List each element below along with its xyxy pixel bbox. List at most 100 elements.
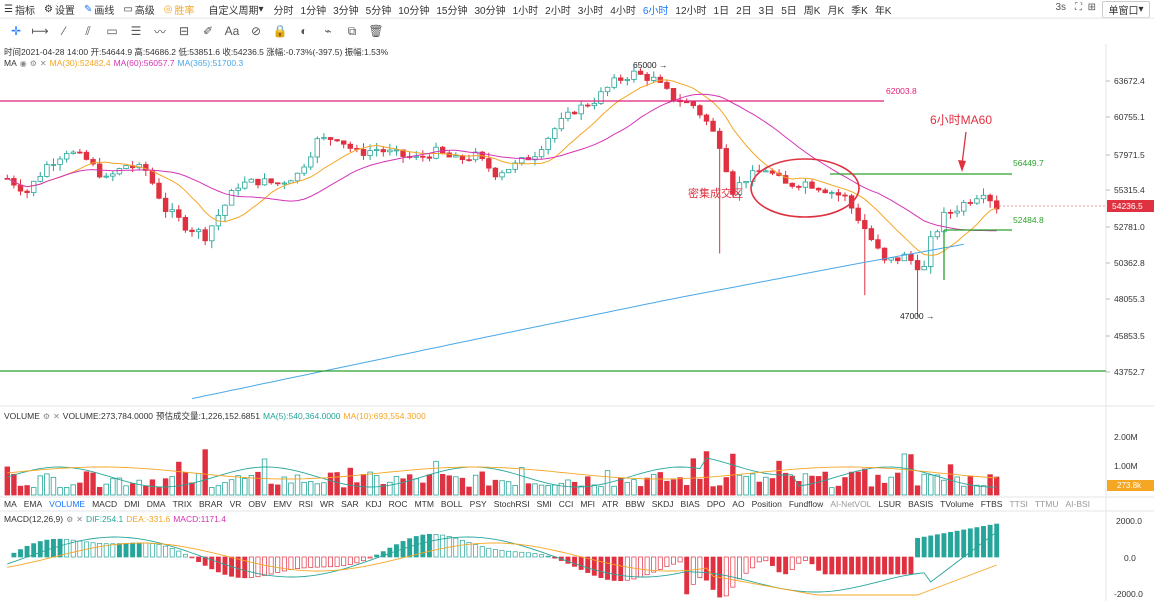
indicator-tab-ftbs[interactable]: FTBS [980, 499, 1003, 509]
indicator-tab-basis[interactable]: BASIS [908, 499, 934, 509]
toolbar-1-button[interactable]: ⚙ 设置 [44, 2, 75, 17]
period-8-tab[interactable]: 2小时 [545, 5, 571, 17]
period-13-tab[interactable]: 1日 [713, 5, 730, 17]
period-18-tab[interactable]: 月K [827, 5, 845, 17]
toolbar-2-button[interactable]: ✎ 画线 [84, 2, 114, 17]
indicator-tab-fundflow[interactable]: Fundflow [788, 499, 824, 509]
period-6-tab[interactable]: 30分钟 [474, 5, 506, 17]
indicator-tab-vr[interactable]: VR [229, 499, 242, 509]
trend-line-icon[interactable]: ⁄ [62, 24, 65, 38]
indicator-tab-cci[interactable]: CCI [558, 499, 574, 509]
indicator-tab-ai-netvol[interactable]: AI-NetVOL [830, 499, 872, 509]
period-16-tab[interactable]: 5日 [781, 5, 797, 17]
clear-icon[interactable]: 🗑 [368, 24, 384, 38]
indicator-tab-emv[interactable]: EMV [273, 499, 292, 509]
indicator-tab-ai-bsi[interactable]: AI-BSI [1065, 499, 1091, 509]
indicator-tab-ttsi[interactable]: TTSI [1009, 499, 1028, 509]
indicator-tab-dma[interactable]: DMA [146, 499, 166, 509]
indicator-tab-atr[interactable]: ATR [602, 499, 619, 509]
fib-icon[interactable]: ⊟ [178, 24, 190, 38]
rect-icon[interactable]: ▭ [106, 24, 118, 38]
indicator-tab-kdj[interactable]: KDJ [365, 499, 382, 509]
period-3-tab[interactable]: 5分钟 [365, 5, 392, 17]
magnet-icon[interactable]: ⊘ [250, 24, 262, 38]
period-20-tab[interactable]: 年K [874, 5, 892, 17]
indicator-tab-macd[interactable]: MACD [92, 499, 118, 509]
indicator-tab-mtm[interactable]: MTM [414, 499, 434, 509]
refresh-interval[interactable]: 3s [1055, 2, 1066, 13]
indicator-tab-lsur[interactable]: LSUR [878, 499, 902, 509]
text-lines-icon[interactable]: ☰ [130, 24, 142, 38]
gear-icon[interactable]: ⚙ [29, 58, 37, 68]
indicator-tab-dmi[interactable]: DMI [124, 499, 140, 509]
period-19-tab[interactable]: 季K [851, 5, 868, 17]
crosshair-icon[interactable]: ✛ [10, 24, 22, 38]
period-9-tab[interactable]: 3小时 [577, 5, 604, 17]
gear-icon[interactable]: ⚙ [66, 514, 74, 524]
macd-bar [624, 556, 630, 581]
close-icon[interactable]: ✕ [39, 58, 47, 68]
indicator-tab-roc[interactable]: ROC [388, 499, 408, 509]
link-icon[interactable]: ⌁ [324, 24, 332, 38]
period-11-tab[interactable]: 6小时 [642, 5, 669, 17]
indicator-tab-tvolume[interactable]: TVolume [940, 499, 974, 509]
period-12-tab[interactable]: 12小时 [675, 5, 707, 17]
indicator-tab-boll[interactable]: BOLL [440, 499, 463, 509]
top-toolbar: ☰ 指标 ⚙ 设置 ✎ 画线 ▭ 高级 ◎ 胜率 自定义周期 ▾ 分时 1分钟 3分钟 5分钟 10分钟 15分… [0, 0, 1154, 19]
layout-icon[interactable]: ⊞ [1087, 2, 1096, 13]
lock-icon[interactable]: 🔒 [272, 24, 288, 38]
indicator-tab-volume[interactable]: VOLUME [49, 499, 86, 509]
period-5-tab[interactable]: 15分钟 [436, 5, 468, 17]
channel-icon[interactable]: ⫽ [85, 23, 91, 38]
indicator-tab-position[interactable]: Position [751, 499, 782, 509]
indicator-tab-smi[interactable]: SMI [536, 499, 552, 509]
toolbar-0-button[interactable]: ☰ 指标 [4, 2, 35, 17]
eye-icon[interactable]: ◉ [19, 58, 27, 68]
indicator-tab-rsi[interactable]: RSI [298, 499, 313, 509]
indicator-tab-psy[interactable]: PSY [469, 499, 487, 509]
macd-bar [426, 533, 432, 558]
period-2-tab[interactable]: 3分钟 [333, 5, 359, 17]
volume-bar [888, 476, 894, 496]
period-15-tab[interactable]: 3日 [758, 5, 775, 17]
window-mode-select[interactable]: 单窗口 ▾ [1102, 1, 1150, 18]
period-0-tab[interactable]: 分时 [273, 5, 294, 17]
volume-bar [756, 481, 762, 496]
indicator-tab-trix[interactable]: TRIX [172, 499, 192, 509]
indicator-tab-brar[interactable]: BRAR [198, 499, 223, 509]
indicator-tab-ao[interactable]: AO [732, 499, 745, 509]
indicator-tab-bbw[interactable]: BBW [625, 499, 645, 509]
indicator-tab-ema[interactable]: EMA [23, 499, 43, 509]
indicator-tab-mfi[interactable]: MFI [580, 499, 595, 509]
period-4-tab[interactable]: 10分钟 [398, 5, 430, 17]
macd-bar [77, 540, 83, 558]
period-10-tab[interactable]: 4小时 [610, 5, 636, 17]
indicator-tab-obv[interactable]: OBV [248, 499, 267, 509]
toolbar-3-button[interactable]: ▭ 高级 [123, 2, 154, 17]
gear-icon[interactable]: ⚙ [42, 411, 51, 421]
toolbar-4-button[interactable]: ◎ 胜率 [164, 2, 195, 17]
period-1-tab[interactable]: 1分钟 [300, 5, 327, 17]
h-ray-icon[interactable]: ⟼ [31, 24, 49, 38]
indicator-tab-skdj[interactable]: SKDJ [651, 499, 674, 509]
indicator-tab-sar[interactable]: SAR [341, 499, 359, 509]
indicator-tab-ttmu[interactable]: TTMU [1034, 499, 1059, 509]
close-icon[interactable]: ✕ [53, 411, 60, 421]
pen-icon[interactable]: ✐ [202, 24, 214, 38]
period-17-tab[interactable]: 周K [803, 5, 821, 17]
close-icon[interactable]: ✕ [76, 514, 83, 524]
period-14-tab[interactable]: 2日 [736, 5, 752, 17]
wave-icon[interactable]: 〰 [153, 24, 166, 39]
custom-period-select[interactable]: 自定义周期 ▾ [209, 2, 264, 17]
indicator-tab-ma[interactable]: MA [4, 499, 17, 509]
fullscreen-icon[interactable]: ⛶ [1075, 2, 1082, 13]
copy-icon[interactable]: ⧉ [347, 23, 357, 38]
eye-icon[interactable]: ◐ [300, 24, 308, 38]
period-7-tab[interactable]: 1小时 [512, 5, 539, 17]
indicator-tab-dpo[interactable]: DPO [706, 499, 726, 509]
indicator-tab-wr[interactable]: WR [319, 499, 335, 509]
indicator-tab-bias[interactable]: BIAS [680, 499, 700, 509]
font-a-icon[interactable]: Aa [224, 24, 240, 38]
indicator-tab-stochrsi[interactable]: StochRSI [493, 499, 530, 509]
